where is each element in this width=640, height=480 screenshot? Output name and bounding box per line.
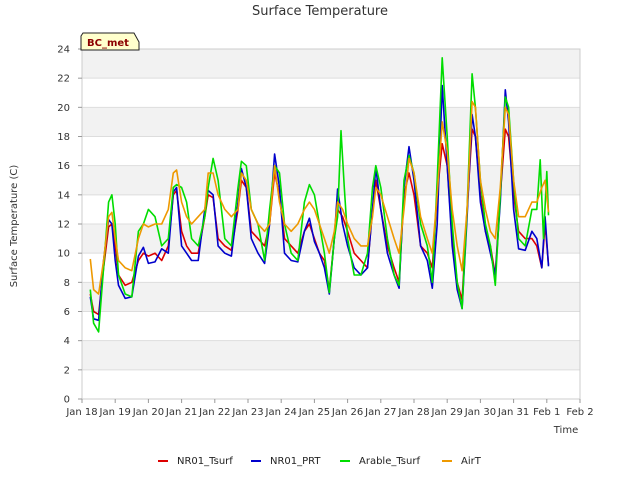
y-tick-label: 4 xyxy=(64,336,70,347)
x-tick-label: Jan 25 xyxy=(298,407,330,418)
x-tick-label: Jan 27 xyxy=(364,407,396,418)
background-band xyxy=(82,107,580,137)
legend-label: Arable_Tsurf xyxy=(359,456,420,467)
station-badge-label: BC_met xyxy=(87,38,129,49)
x-tick-label: Jan 21 xyxy=(165,407,197,418)
background-band xyxy=(82,165,580,195)
y-tick-label: 20 xyxy=(57,103,70,114)
legend-label: NR01_PRT xyxy=(270,456,321,467)
x-tick-label: Jan 29 xyxy=(431,407,463,418)
x-tick-label: Jan 26 xyxy=(331,407,363,418)
legend: NR01_Tsurf NR01_PRT Arable_Tsurf AirT xyxy=(158,456,482,467)
background-band xyxy=(82,282,580,312)
legend-item: NR01_PRT xyxy=(251,456,321,467)
y-tick-label: 10 xyxy=(57,249,70,260)
legend-label: AirT xyxy=(461,456,482,467)
x-tick-label: Feb 2 xyxy=(566,407,593,418)
x-axis-label: Time xyxy=(553,425,578,436)
legend-item: Arable_Tsurf xyxy=(340,456,420,467)
series-lines xyxy=(89,57,550,333)
y-tick-label: 14 xyxy=(57,190,70,201)
y-tick-label: 12 xyxy=(57,220,70,231)
x-tick-label: Jan 31 xyxy=(497,407,529,418)
x-tick-label: Jan 24 xyxy=(265,407,297,418)
y-tick-label: 0 xyxy=(64,395,70,406)
legend-item: AirT xyxy=(442,456,482,467)
y-tick-label: 2 xyxy=(64,365,70,376)
y-axis-label: Surface Temperature (C) xyxy=(9,165,20,288)
series-line-airt xyxy=(89,100,550,295)
y-tick-label: 16 xyxy=(57,161,70,172)
background-band xyxy=(82,49,580,79)
x-tick-label: Jan 30 xyxy=(464,407,496,418)
x-tick-label: Jan 22 xyxy=(198,407,230,418)
y-tick-label: 6 xyxy=(64,307,70,318)
background-band xyxy=(82,340,580,370)
legend-label: NR01_Tsurf xyxy=(177,456,233,467)
station-badge: BC_met xyxy=(80,32,140,51)
x-tick-label: Jan 18 xyxy=(65,407,97,418)
y-tick-label: 18 xyxy=(57,132,70,143)
x-axis-ticks: Jan 18 Jan 19 Jan 20 Jan 21 Jan 22 Jan 23 Jan … xyxy=(65,399,594,418)
y-tick-label: 24 xyxy=(57,45,70,56)
x-tick-label: Jan 20 xyxy=(132,407,164,418)
series-line-nr01-prt xyxy=(89,84,550,322)
y-tick-label: 22 xyxy=(57,74,70,85)
x-tick-label: Jan 23 xyxy=(231,407,263,418)
x-tick-label: Feb 1 xyxy=(533,407,560,418)
station-badge-box xyxy=(80,32,140,51)
x-tick-label: Jan 19 xyxy=(99,407,131,418)
x-tick-label: Jan 28 xyxy=(397,407,429,418)
chart-title: Surface Temperature xyxy=(252,4,388,19)
plot-background-bands xyxy=(82,49,580,370)
legend-item: NR01_Tsurf xyxy=(158,456,233,467)
y-tick-label: 8 xyxy=(64,278,70,289)
